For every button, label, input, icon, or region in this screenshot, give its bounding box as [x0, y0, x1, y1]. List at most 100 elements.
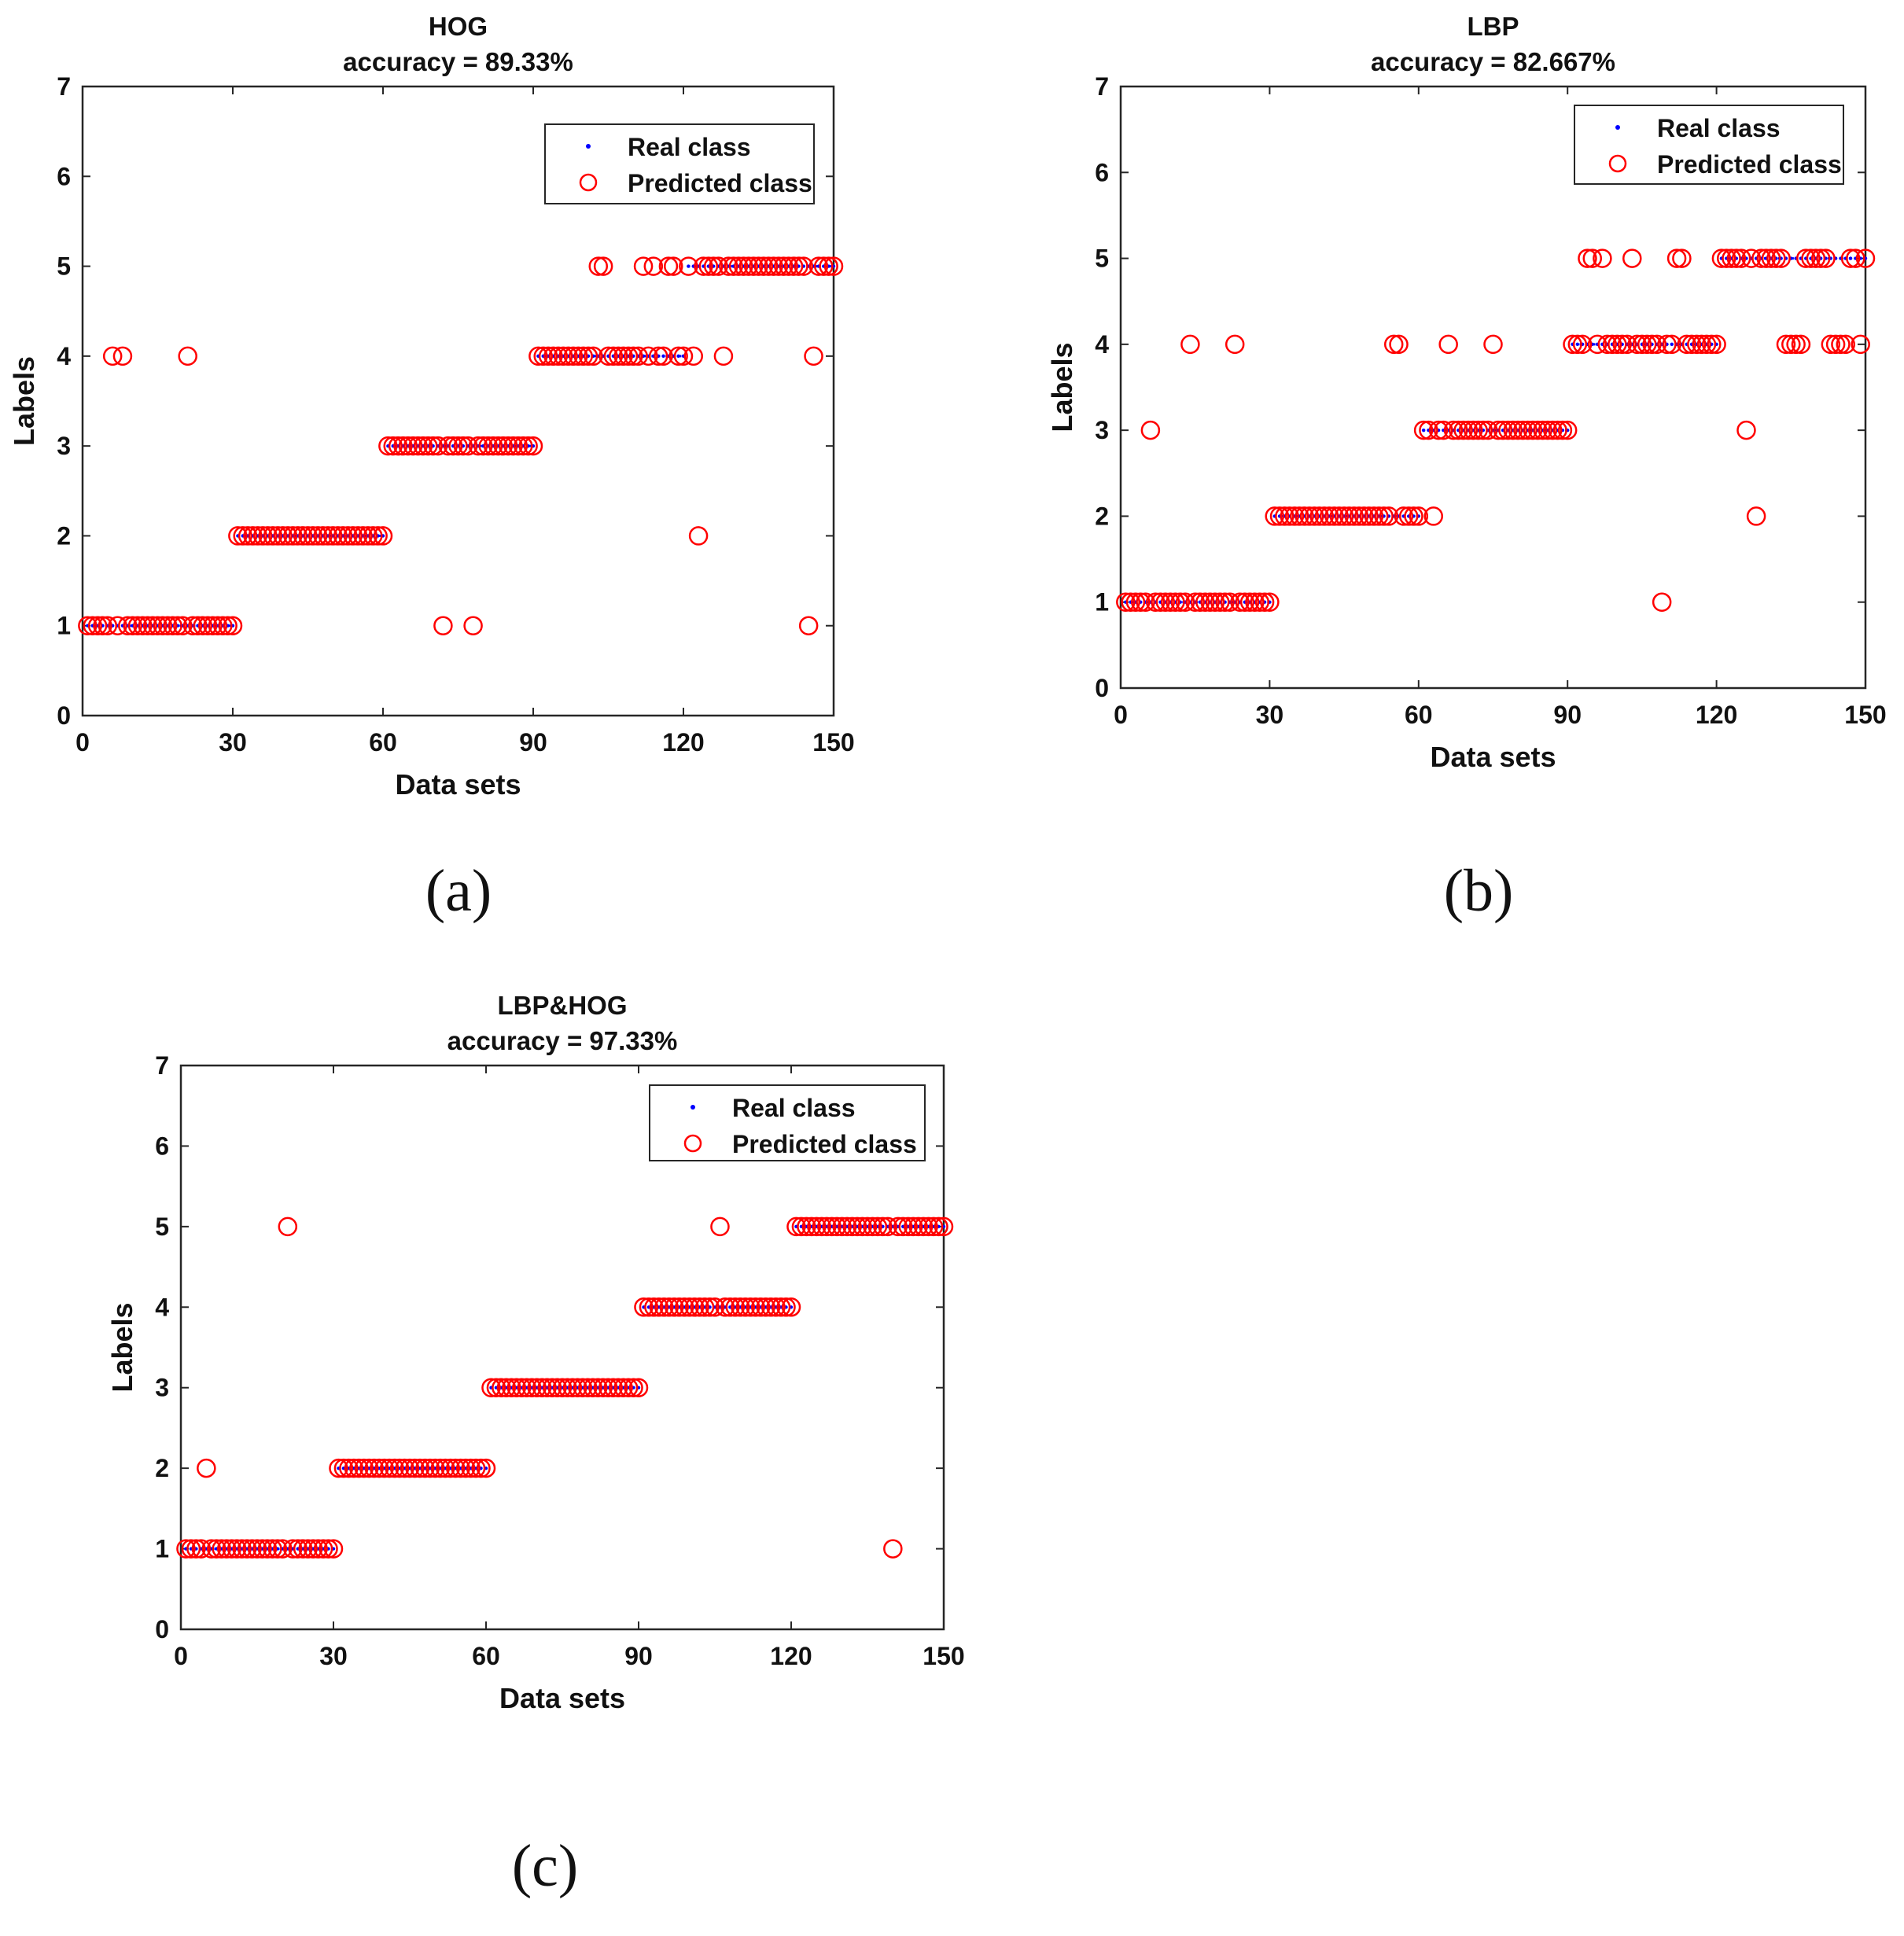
predicted-class-point [903, 1216, 923, 1237]
predicted-class-point [405, 1458, 425, 1478]
predicted-class-point [1434, 420, 1453, 440]
predicted-class-point [1806, 248, 1826, 268]
predicted-class-point [142, 616, 163, 635]
predicted-class-point [603, 1378, 623, 1397]
chart-hog: HOG accuracy = 89.33% 0 30 60 90 120 150 0 1 2 3 4 5 6… [8, 12, 855, 801]
legend-real-marker [586, 144, 591, 149]
y-tick-label: 3 [57, 432, 71, 460]
predicted-class-point [1185, 592, 1205, 612]
predicted-class-point [705, 1297, 725, 1317]
predicted-class-point [213, 616, 233, 635]
predicted-class-point [1280, 506, 1299, 526]
predicted-class-point [1299, 506, 1320, 526]
predicted-class-point [1548, 420, 1567, 440]
predicted-class-point [1175, 592, 1195, 612]
predicted-class-point [898, 1216, 918, 1237]
x-tick-label: 60 [472, 1642, 500, 1670]
predicted-class-point [658, 256, 679, 276]
predicted-class-point [208, 616, 228, 635]
legend-predicted-label: Predicted class [732, 1130, 917, 1158]
predicted-class-point [1503, 420, 1523, 440]
predicted-class-point [1294, 506, 1314, 526]
predicted-class-point [1563, 334, 1582, 355]
predicted-class-point [553, 346, 573, 366]
x-tick-label: 120 [1696, 701, 1737, 729]
predicted-class-point [808, 256, 829, 276]
x-tick-label: 0 [75, 728, 90, 756]
predicted-class-point [563, 346, 584, 366]
predicted-class-point [410, 1458, 430, 1478]
predicted-class-point [303, 526, 323, 546]
predicted-class-point [1731, 248, 1751, 268]
predicted-class-point [378, 436, 398, 456]
predicted-class-point [1692, 334, 1711, 355]
legend-predicted-label: Predicted class [1657, 150, 1842, 179]
predicted-class-point [598, 346, 618, 366]
predicted-class-point [1409, 506, 1429, 526]
predicted-class-point [608, 346, 628, 366]
predicted-class-point [389, 1458, 410, 1478]
predicted-class-point [919, 1216, 938, 1237]
predicted-class-point [654, 1297, 674, 1317]
predicted-class-point [191, 1539, 212, 1559]
predicted-class-point [804, 346, 823, 366]
predicted-class-point [506, 1378, 527, 1397]
predicted-class-point [568, 1378, 587, 1397]
x-tick-label: 30 [1256, 701, 1284, 729]
subfigure-caption-c: (c) [511, 1833, 579, 1899]
predicted-class-point [618, 1378, 639, 1397]
predicted-class-point [766, 1297, 786, 1317]
predicted-class-point [201, 1539, 222, 1559]
predicted-class-point [222, 1539, 241, 1559]
predicted-class-point [98, 616, 118, 635]
predicted-class-point [847, 1216, 867, 1237]
predicted-class-point [343, 526, 363, 546]
predicted-class-point [293, 526, 313, 546]
predicted-class-point [481, 1378, 501, 1397]
predicted-class-point [837, 1216, 857, 1237]
predicted-class-point [746, 1297, 765, 1317]
predicted-class-point [353, 526, 373, 546]
real-class-point [676, 354, 680, 359]
predicted-class-point [503, 436, 523, 456]
x-tick-label: 150 [812, 728, 854, 756]
predicted-class-point [1121, 592, 1140, 612]
predicted-class-point [1458, 420, 1479, 440]
predicted-class-point [791, 1216, 812, 1237]
legend-box [649, 1084, 926, 1161]
predicted-class-point [1394, 506, 1414, 526]
predicted-class-point [1533, 420, 1552, 440]
predicted-class-point [533, 346, 553, 366]
predicted-class-point [542, 1378, 562, 1397]
predicted-class-point [1711, 248, 1732, 268]
predicted-class-point [368, 526, 388, 546]
predicted-class-point [690, 1297, 709, 1317]
predicted-class-point [1572, 334, 1593, 355]
predicted-class-point [1250, 592, 1270, 612]
x-axis-label: Data sets [1430, 741, 1556, 773]
legend-predicted-marker [1608, 154, 1627, 173]
predicted-class-point [1647, 334, 1667, 355]
predicted-class-point [668, 346, 688, 366]
predicted-class-point [461, 1458, 481, 1478]
predicted-class-point [333, 526, 353, 546]
predicted-class-point [1781, 334, 1801, 355]
x-tick-label: 90 [624, 1642, 653, 1670]
predicted-class-point [603, 346, 624, 366]
predicted-class-point [358, 526, 378, 546]
predicted-class-point [781, 1297, 801, 1317]
predicted-class-point [842, 1216, 862, 1237]
predicted-class-point [593, 256, 613, 276]
legend-real-marker [691, 1105, 695, 1110]
predicted-class-point [634, 1297, 654, 1317]
predicted-class-point [1836, 334, 1855, 355]
predicted-class-point [1488, 420, 1508, 440]
predicted-class-point [1493, 420, 1513, 440]
predicted-class-point [252, 1539, 272, 1559]
predicted-class-point [197, 1458, 216, 1478]
predicted-class-point [1428, 420, 1449, 440]
predicted-class-point [338, 526, 358, 546]
predicted-class-point [1518, 420, 1538, 440]
predicted-class-point [455, 1458, 476, 1478]
predicted-class-point [1642, 334, 1662, 355]
